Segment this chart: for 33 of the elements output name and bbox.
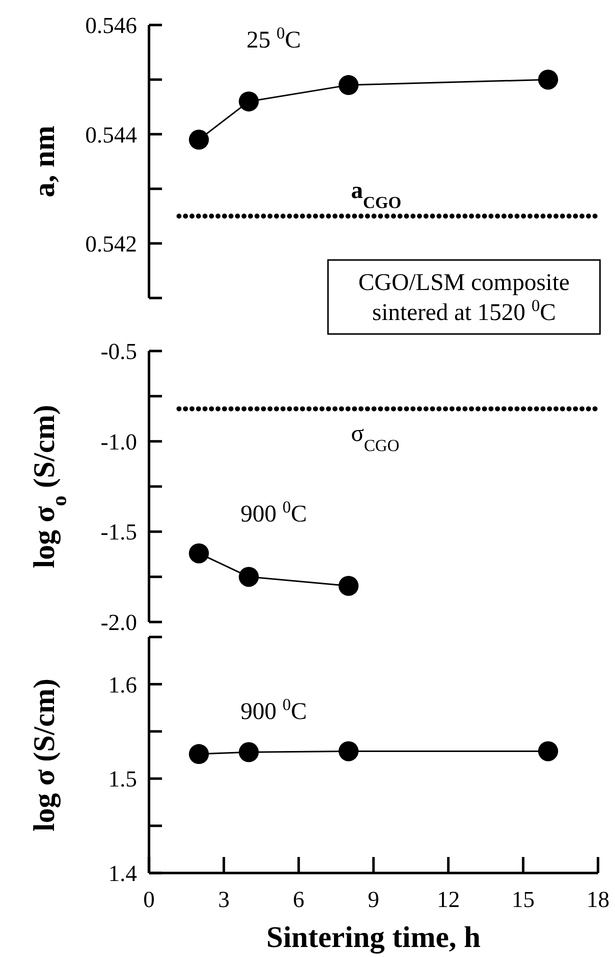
y-tick-label: 0.546 [85,13,137,38]
x-tick-label: 0 [143,887,155,912]
y-tick-label: -0.5 [100,339,137,364]
point [338,576,359,596]
point [188,130,209,150]
y-tick-label: 1.5 [108,766,137,792]
point [238,566,259,587]
y-tick-label: -1.5 [100,520,137,545]
y-tick-label: 0.542 [85,231,137,256]
y-tick-label: 1.6 [108,672,137,698]
x-axis-title: Sintering time, h [266,921,481,954]
y-axis-title: log σ (S/cm) [28,678,61,832]
y-tick-label: -2.0 [100,610,137,636]
point [238,91,259,112]
y-axis-title: a, nm [28,126,61,198]
x-tick-label: 9 [368,887,380,912]
point [188,543,209,564]
ref-line-label: a$_{CGO}$ [351,178,402,212]
x-tick-label: 3 [218,887,230,912]
y-tick-label: 0.544 [85,122,138,148]
series-label: 900 $^{0}$C [240,496,307,528]
x-tick-label: 18 [586,887,610,912]
x-tick-label: 6 [292,887,304,912]
point [538,70,558,90]
x-tick-label: 15 [512,887,535,912]
y-tick-label: 1.4 [108,861,138,886]
y-tick-label: -1.0 [100,429,137,454]
point [338,75,359,96]
series-label: 900 $^{0}$C [240,694,307,726]
x-tick-label: 12 [436,887,460,912]
ref-line-label: σ$_{CGO}$ [351,420,400,454]
series-label: 25 $^{0}$C [246,23,301,54]
annotation: CGO/LSM composite sintered at 1520 $^{0}$C [358,270,570,326]
